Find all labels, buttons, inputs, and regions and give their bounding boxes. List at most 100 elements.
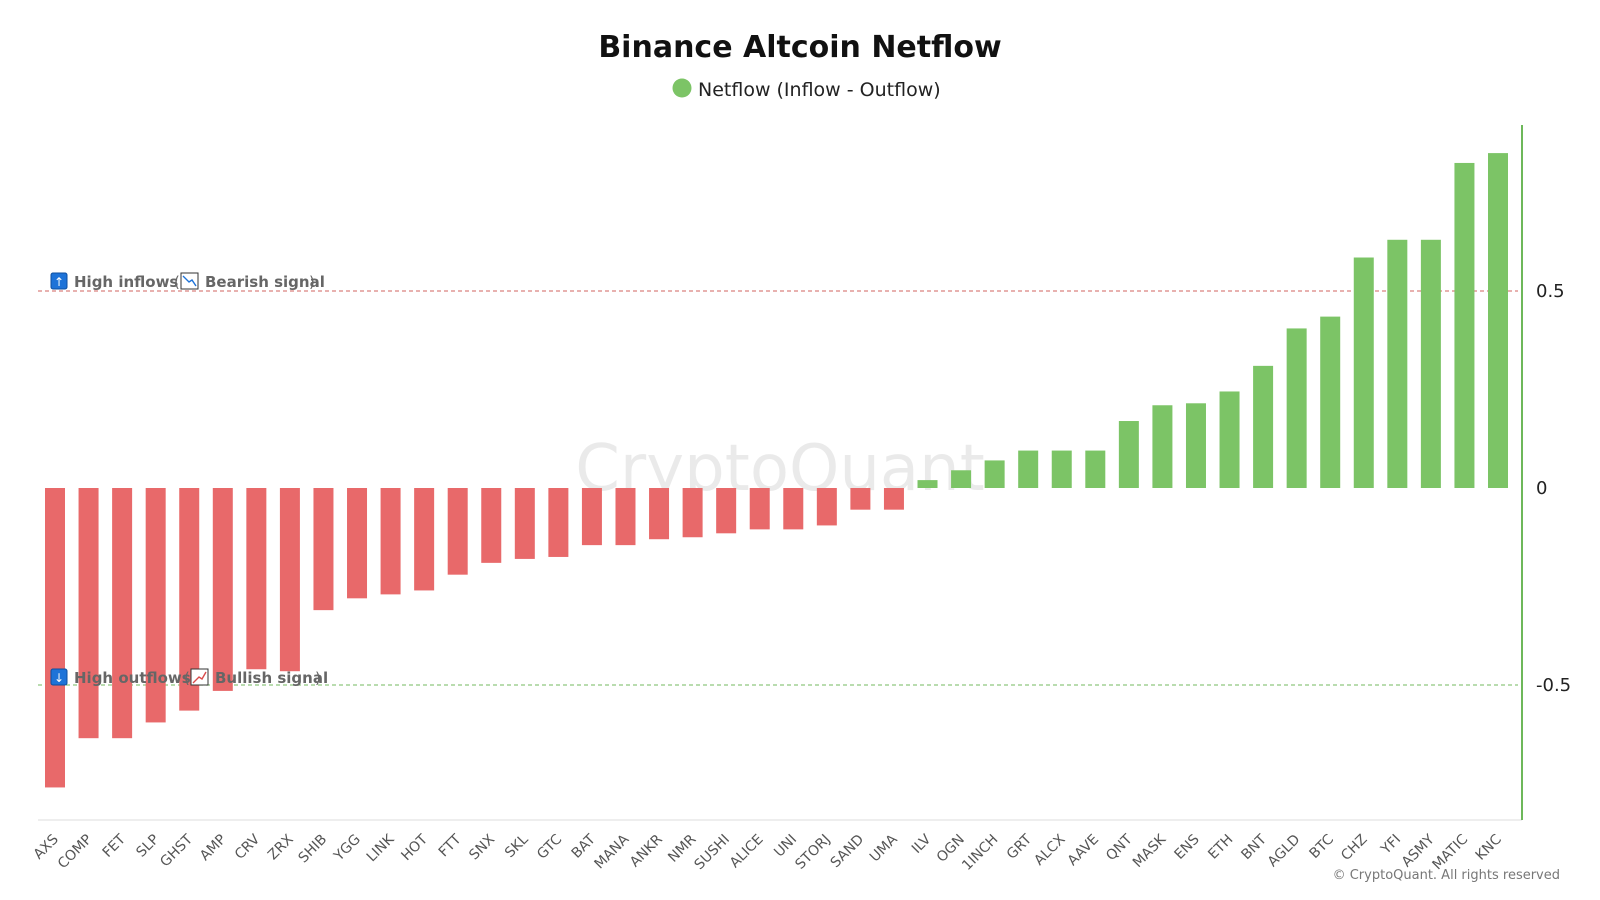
x-tick-label: HOT bbox=[398, 831, 431, 864]
x-tick-label: UMA bbox=[867, 831, 901, 865]
bar-crv[interactable] bbox=[246, 488, 267, 670]
bar-ankr[interactable] bbox=[649, 488, 670, 540]
x-tick-label: ALCX bbox=[1031, 831, 1069, 869]
bar-ygg[interactable] bbox=[347, 488, 368, 599]
bar-amp[interactable] bbox=[212, 488, 233, 691]
bar-slp[interactable] bbox=[145, 488, 166, 723]
bar-storj[interactable] bbox=[816, 488, 837, 526]
bar-uma[interactable] bbox=[883, 488, 904, 510]
legend-marker bbox=[672, 78, 692, 98]
x-tick-label: AAVE bbox=[1065, 832, 1103, 870]
annotation-high-inflows: ↑ High inflows ( Bearish signal ) bbox=[50, 272, 325, 291]
x-tick-label: 1INCH bbox=[959, 832, 1001, 874]
bar-ogn[interactable] bbox=[951, 470, 972, 488]
bar-btc[interactable] bbox=[1320, 316, 1341, 488]
bar-chz[interactable] bbox=[1353, 257, 1374, 488]
legend-label: Netflow (Inflow - Outflow) bbox=[698, 79, 941, 101]
svg-text:): ) bbox=[315, 669, 321, 687]
bar-matic[interactable] bbox=[1454, 162, 1475, 488]
bar-sand[interactable] bbox=[850, 488, 871, 510]
bar-gtc[interactable] bbox=[548, 488, 569, 557]
bearish-signal-label: Bearish signal bbox=[205, 273, 325, 291]
x-tick-label: SKL bbox=[502, 831, 532, 861]
bar-eth[interactable] bbox=[1219, 391, 1240, 488]
legend[interactable]: Netflow (Inflow - Outflow) bbox=[672, 78, 941, 102]
x-tick-label: YGG bbox=[330, 832, 363, 865]
bar-ens[interactable] bbox=[1185, 403, 1206, 488]
bar-qnt[interactable] bbox=[1118, 421, 1139, 488]
svg-text:↓: ↓ bbox=[54, 671, 64, 685]
bar-hot[interactable] bbox=[414, 488, 435, 591]
x-tick-label: MANA bbox=[592, 831, 633, 872]
x-tick-label: LINK bbox=[364, 831, 398, 865]
x-tick-label: ETH bbox=[1205, 832, 1236, 863]
x-tick-label: ALICE bbox=[727, 832, 767, 872]
bar-mana[interactable] bbox=[615, 488, 636, 546]
x-tick-label: UNI bbox=[771, 832, 800, 861]
bar-uni[interactable] bbox=[783, 488, 804, 530]
bar-aave[interactable] bbox=[1085, 450, 1106, 488]
bar-shib[interactable] bbox=[313, 488, 334, 611]
x-tick-label: SLP bbox=[133, 832, 162, 861]
x-tick-label: ANKR bbox=[627, 831, 666, 870]
bar-bnt[interactable] bbox=[1253, 365, 1274, 488]
svg-text:↑: ↑ bbox=[54, 275, 64, 289]
x-tick-label: COMP bbox=[55, 832, 96, 873]
bar-skl[interactable] bbox=[514, 488, 535, 559]
chart-title: Binance Altcoin Netflow bbox=[598, 30, 1001, 65]
bar-sushi[interactable] bbox=[716, 488, 737, 534]
x-tick-label: YFI bbox=[1377, 832, 1404, 859]
y-tick-label: 0.5 bbox=[1536, 281, 1565, 302]
x-tick-label: GTC bbox=[534, 831, 565, 862]
annotation-high-outflows: ↓ High outflows ( Bullish signal ) bbox=[50, 668, 328, 687]
bar-alice[interactable] bbox=[749, 488, 770, 530]
x-tick-label: ZRX bbox=[265, 831, 297, 863]
copyright: © CryptoQuant. All rights reserved bbox=[1333, 868, 1560, 883]
x-tick-label: MATIC bbox=[1430, 831, 1472, 873]
bar-comp[interactable] bbox=[78, 488, 99, 739]
x-tick-label: MASK bbox=[1130, 831, 1170, 871]
y-tick-label: -0.5 bbox=[1536, 675, 1571, 696]
high-outflows-label: High outflows bbox=[74, 669, 191, 687]
x-tick-label: GHST bbox=[157, 831, 196, 870]
high-inflows-label: High inflows bbox=[74, 273, 178, 291]
x-tick-label: FTT bbox=[436, 831, 465, 860]
watermark: CryptoQuant bbox=[575, 432, 985, 506]
bar-alcx[interactable] bbox=[1051, 450, 1072, 488]
x-tick-label: BTC bbox=[1307, 831, 1338, 862]
x-tick-label: ENS bbox=[1172, 831, 1203, 862]
bar-ftt[interactable] bbox=[447, 488, 468, 575]
up-arrow-icon bbox=[50, 272, 68, 290]
bar-axs[interactable] bbox=[45, 488, 65, 788]
x-tick-label: SNX bbox=[466, 831, 498, 863]
x-tick-label: CHZ bbox=[1338, 832, 1370, 864]
bar-nmr[interactable] bbox=[682, 488, 703, 538]
x-tick-label: SUSHI bbox=[691, 832, 732, 873]
bullish-signal-label: Bullish signal bbox=[215, 669, 328, 687]
bar-ilv[interactable] bbox=[917, 480, 938, 488]
bar-agld[interactable] bbox=[1286, 328, 1307, 488]
bar-link[interactable] bbox=[380, 488, 401, 595]
bar-grt[interactable] bbox=[1018, 450, 1039, 488]
bar-ghst[interactable] bbox=[179, 488, 200, 711]
bar-asmy[interactable] bbox=[1420, 239, 1441, 488]
bar-fet[interactable] bbox=[112, 488, 133, 739]
bar-bat[interactable] bbox=[581, 488, 602, 546]
bar-1inch[interactable] bbox=[984, 460, 1005, 488]
down-arrow-icon bbox=[50, 668, 68, 686]
bar-knc[interactable] bbox=[1488, 153, 1508, 488]
svg-text:): ) bbox=[309, 273, 315, 291]
x-tick-label: ILV bbox=[909, 831, 935, 857]
chart-down-icon bbox=[180, 272, 199, 290]
x-tick-label: FET bbox=[100, 831, 130, 861]
bar-yfi[interactable] bbox=[1387, 239, 1408, 488]
x-tick-label: AMP bbox=[197, 832, 230, 865]
x-tick-label: STORJ bbox=[792, 832, 833, 873]
chart-up-icon bbox=[190, 668, 209, 686]
bar-mask[interactable] bbox=[1152, 405, 1173, 488]
svg-text:(: ( bbox=[174, 273, 180, 291]
bar-zrx[interactable] bbox=[279, 488, 300, 672]
x-tick-label: KNC bbox=[1473, 831, 1505, 863]
bar-snx[interactable] bbox=[481, 488, 502, 563]
